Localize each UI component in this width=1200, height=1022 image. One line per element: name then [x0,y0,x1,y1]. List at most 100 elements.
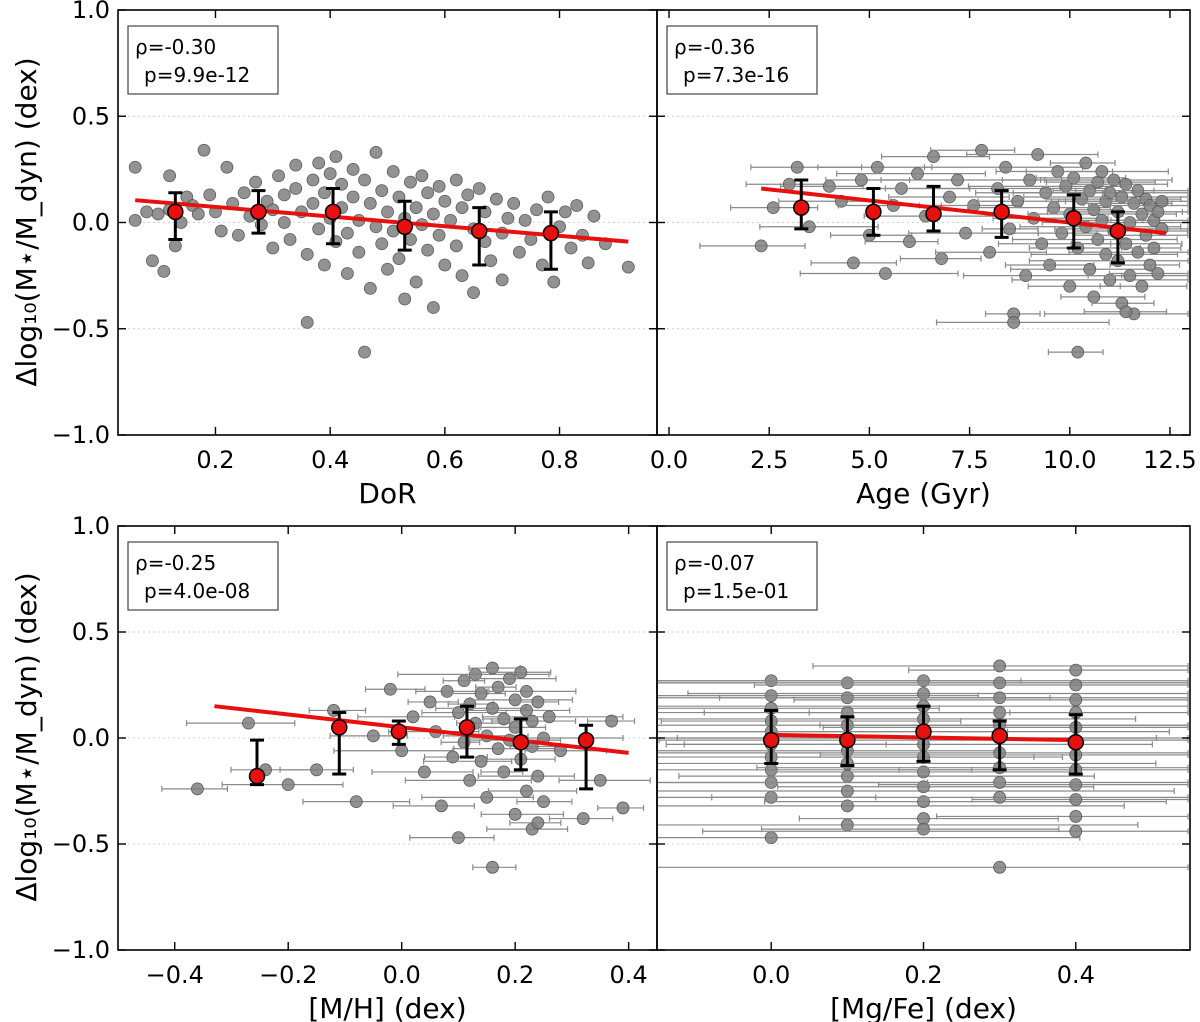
y-tick-label: 0.0 [72,724,110,752]
data-point [277,188,291,202]
data-point [1069,678,1083,692]
data-point [249,175,263,189]
data-point [191,782,204,796]
data-point [993,790,1007,804]
y-axis-label-bottom: Δlog₁₀(M⋆/M_dyn) (dex) [10,572,43,901]
x-tick-label: 0.4 [610,961,648,989]
x-tick-label: 0.0 [650,446,688,474]
data-point [917,674,930,688]
y-tick-label: 0.5 [72,102,110,130]
data-point [975,143,989,157]
data-point [486,701,499,715]
data-point [449,239,463,253]
data-point [530,203,543,217]
data-point [879,267,892,280]
data-point [1119,237,1133,251]
panel-2-age: 0.0 2.5 5.0 7.5 10.0 12.5 Age (Gyr) ρ=-0.36 p=7.… [650,9,1197,510]
data-point [128,160,142,174]
y-tick-label: −1.0 [52,421,110,449]
data-point [1107,173,1121,187]
data-point [993,776,1007,789]
data-point [220,160,234,174]
stats-rho: ρ=-0.30 [135,35,216,59]
data-point [1143,258,1157,272]
data-point [1069,793,1083,806]
data-point [490,192,503,206]
data-point [366,729,380,743]
data-point [587,209,601,223]
data-point [520,684,533,698]
data-point [1119,305,1133,319]
data-point [1035,237,1049,251]
bin-mean-point [542,224,560,242]
data-point [570,199,584,212]
data-point [871,160,884,174]
data-point [395,744,409,758]
data-point [277,216,291,229]
data-point [474,687,488,700]
data-point [426,301,440,314]
data-point [467,286,480,300]
data-point [581,256,595,270]
data-point [531,769,545,783]
data-point [766,201,780,215]
data-point [203,188,217,202]
data-point [542,710,556,724]
data-point [593,774,607,787]
data-point [764,689,778,702]
data-point [935,252,948,266]
y-axis-label-top: Δlog₁₀(M⋆/M_dyn) (dex) [10,57,43,386]
data-point [917,822,930,836]
x-tick-label: 2.5 [750,446,788,474]
data-point [486,860,499,874]
bin-mean-point [1067,733,1085,751]
data-point [157,264,171,278]
data-point [472,182,486,195]
data-point [1007,315,1021,329]
data-point [306,196,320,210]
data-point [917,795,930,808]
data-point [386,165,400,178]
data-point [423,695,437,709]
data-point [840,799,854,813]
data-point [782,177,796,191]
data-point [1119,177,1133,191]
data-point [455,201,469,215]
data-point [214,224,228,238]
x-axis-label: [Mg/Fe] (dex) [830,992,1017,1022]
x-tick-label: 5.0 [850,446,888,474]
data-point [349,795,363,808]
data-point [491,680,505,694]
data-point [446,750,460,764]
data-point [1103,186,1117,200]
x-tick-label: 10.0 [1043,446,1096,474]
data-point [1043,258,1057,272]
data-point [340,267,354,280]
data-point [1131,184,1145,198]
stats-box [666,25,818,95]
data-point [1069,778,1083,792]
data-point [846,256,860,270]
x-tick-label: 0.4 [311,446,349,474]
data-point [497,712,511,726]
data-point [358,345,371,359]
data-point [421,186,435,200]
data-point [531,816,545,830]
data-point [312,222,326,236]
data-point [484,254,498,268]
data-point [541,190,555,204]
data-point [283,233,297,246]
data-point [514,665,528,679]
data-point [616,801,630,815]
bin-mean-point [167,203,184,221]
data-point [1003,222,1017,236]
stats-rho: ρ=-0.36 [674,35,755,59]
panel-4-mgfe: 0.0 0.2 0.4 [Mg/Fe] (dex) ρ=-0.07 p=1.5e-01 [656,525,1191,1022]
x-tick-label: 0.0 [383,961,421,989]
data-point [404,175,417,189]
data-point [754,239,768,253]
x-tick-label: 0.2 [196,446,234,474]
bin-mean-point [248,767,266,785]
data-point [300,247,314,261]
data-point [151,207,165,221]
